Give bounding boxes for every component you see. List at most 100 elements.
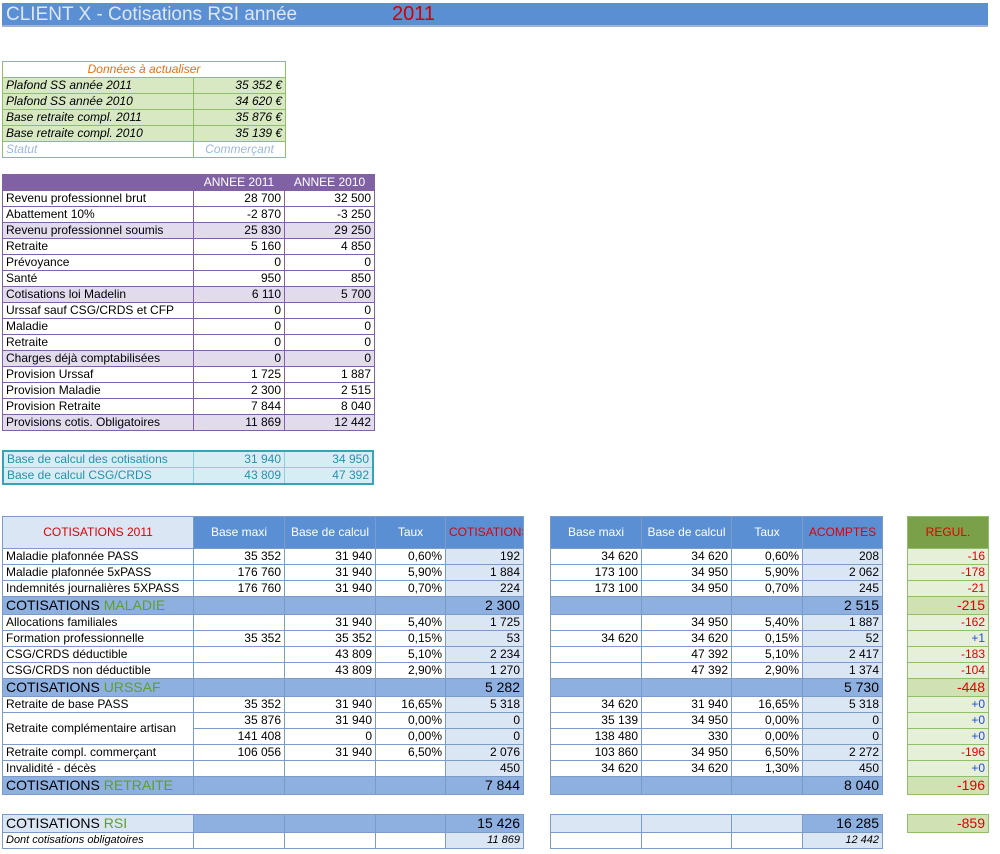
statut-label[interactable]: Statut [2,141,194,158]
cell[interactable]: 0,60% [731,548,803,565]
total-maladie-value[interactable]: 2 300 [445,596,524,615]
cell[interactable]: 173 100 [550,580,642,597]
params-label[interactable]: Base retraite compl. 2010 [2,125,194,142]
cell[interactable]: 106 056 [193,744,285,761]
cell[interactable]: 138 480 [550,728,642,745]
cell[interactable]: 35 139 [550,712,642,729]
revenue-v2011[interactable]: 0 [193,302,285,319]
cell[interactable]: 31 940 [284,614,376,631]
revenue-v2010[interactable]: 0 [284,318,375,335]
revenue-v2011[interactable]: 0 [193,350,285,367]
cell[interactable] [193,596,285,615]
cell[interactable]: 0,60% [375,548,446,565]
revenue-v2011[interactable]: 0 [193,334,285,351]
total-urssaf-acompte[interactable]: 5 730 [802,678,883,697]
cell[interactable]: 1 884 [445,564,524,581]
cell[interactable] [284,832,376,849]
cell[interactable]: 208 [802,548,883,565]
revenue-v2011[interactable]: 950 [193,270,285,287]
cell[interactable]: 0,70% [731,580,803,597]
cell[interactable]: 0 [802,712,883,729]
cell[interactable]: 6,50% [731,744,803,761]
base-v2010[interactable]: 47 392 [284,467,374,485]
revenue-label[interactable]: Cotisations loi Madelin [2,286,194,303]
cell[interactable]: 5,90% [375,564,446,581]
cell[interactable]: 31 940 [284,580,376,597]
revenue-v2011[interactable]: 28 700 [193,190,285,207]
cell[interactable]: 34 950 [641,744,732,761]
revenue-v2010[interactable]: 29 250 [284,222,375,239]
revenue-v2010[interactable]: 12 442 [284,414,375,431]
revenue-label[interactable]: Provision Retraite [2,398,194,415]
revenue-label[interactable]: Provisions cotis. Obligatoires [2,414,194,431]
cell[interactable]: 5,90% [731,564,803,581]
cell[interactable]: 16,65% [375,696,446,713]
rsi-acompte-value[interactable]: 16 285 [802,814,883,833]
cell[interactable]: 34 620 [550,630,642,647]
cell[interactable] [375,596,446,615]
cell[interactable]: 2 272 [802,744,883,761]
cell[interactable]: 53 [445,630,524,647]
revenue-label[interactable]: Charges déjà comptabilisées [2,350,194,367]
revenue-label[interactable]: Revenu professionnel soumis [2,222,194,239]
cell[interactable]: 176 760 [193,564,285,581]
revenue-v2010[interactable]: 850 [284,270,375,287]
cell[interactable]: 0,15% [731,630,803,647]
revenue-label[interactable]: Abattement 10% [2,206,194,223]
cell[interactable] [550,646,642,663]
total-urssaf-value[interactable]: 5 282 [445,678,524,697]
cell[interactable]: 176 760 [193,580,285,597]
cell[interactable] [375,832,446,849]
params-value[interactable]: 34 620 € [192,93,287,110]
revenue-v2011[interactable]: 5 160 [193,238,285,255]
revenue-v2010[interactable]: 0 [284,302,375,319]
cell[interactable]: 0 [445,728,524,745]
cell[interactable] [641,596,732,615]
revenue-label[interactable]: Urssaf sauf CSG/CRDS et CFP [2,302,194,319]
params-value[interactable]: 35 876 € [192,109,287,126]
revenue-v2010[interactable]: 4 850 [284,238,375,255]
regul-total-retraite[interactable]: -196 [907,776,989,795]
cell[interactable]: 31 940 [284,548,376,565]
cell[interactable]: 141 408 [193,728,285,745]
revenue-v2010[interactable]: 0 [284,254,375,271]
revenue-v2011[interactable]: 0 [193,318,285,335]
cell[interactable]: 35 876 [193,712,285,729]
cell[interactable]: 34 620 [641,548,732,565]
cell[interactable]: 5,10% [375,646,446,663]
revenue-v2011[interactable]: 1 725 [193,366,285,383]
revenue-v2010[interactable]: -3 250 [284,206,375,223]
revenue-label[interactable]: Retraite [2,238,194,255]
cell[interactable] [641,832,732,849]
row-label[interactable]: Retraite de base PASS [2,696,194,713]
cell[interactable]: 34 620 [550,760,642,777]
rsi-total-value[interactable]: 15 426 [445,814,524,833]
cell[interactable]: 34 620 [550,548,642,565]
cell[interactable]: 0,15% [375,630,446,647]
revenue-label[interactable]: Maladie [2,318,194,335]
revenue-label[interactable]: Provision Maladie [2,382,194,399]
cell[interactable]: 1,30% [731,760,803,777]
params-value[interactable]: 35 139 € [192,125,287,142]
base-v2011[interactable]: 31 940 [192,450,286,468]
cell[interactable] [375,760,446,777]
cell[interactable]: 52 [802,630,883,647]
cell[interactable] [550,662,642,679]
cell[interactable] [193,832,285,849]
revenue-label[interactable]: Santé [2,270,194,287]
cell[interactable] [375,776,446,795]
base-v2011[interactable]: 43 809 [192,467,286,485]
cell[interactable] [193,814,285,833]
cell[interactable] [284,760,376,777]
cell[interactable] [731,832,803,849]
cell[interactable] [550,814,642,833]
revenue-v2011[interactable]: 7 844 [193,398,285,415]
cell[interactable]: 0 [802,728,883,745]
regul-cell[interactable]: +0 [907,696,989,713]
cell[interactable]: 2 062 [802,564,883,581]
row-label[interactable]: Retraite compl. commerçant [2,744,194,761]
cell[interactable] [375,814,446,833]
cell[interactable]: 35 352 [284,630,376,647]
cell[interactable]: 43 809 [284,662,376,679]
total-maladie-label[interactable]: COTISATIONS MALADIE [2,596,194,615]
